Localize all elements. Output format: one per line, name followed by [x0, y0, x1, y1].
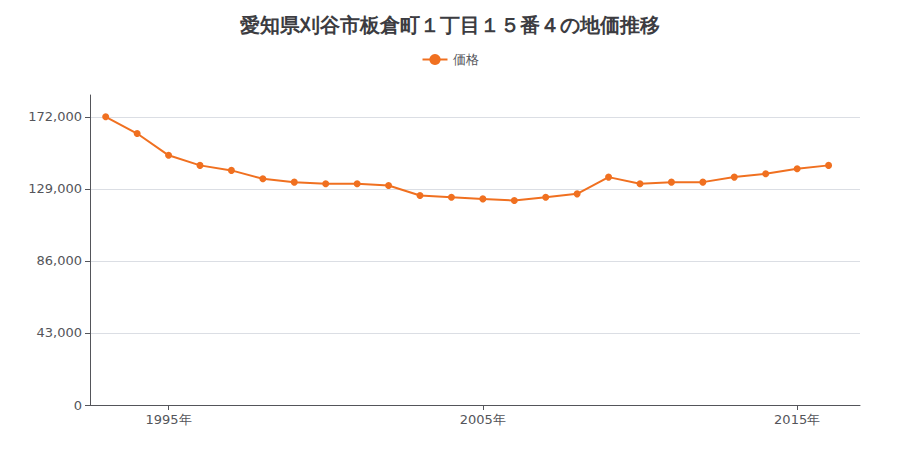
svg-text:2015年: 2015年 [774, 412, 820, 427]
svg-text:86,000: 86,000 [37, 253, 83, 268]
svg-text:価格: 価格 [453, 52, 479, 67]
svg-text:172,000: 172,000 [28, 109, 82, 124]
svg-text:愛知県刈谷市板倉町１丁目１５番４の地価推移: 愛知県刈谷市板倉町１丁目１５番４の地価推移 [240, 13, 660, 37]
svg-text:43,000: 43,000 [37, 325, 83, 340]
svg-text:0: 0 [74, 398, 82, 413]
svg-text:129,000: 129,000 [28, 181, 82, 196]
svg-text:2005年: 2005年 [460, 412, 506, 427]
svg-text:1995年: 1995年 [146, 412, 192, 427]
